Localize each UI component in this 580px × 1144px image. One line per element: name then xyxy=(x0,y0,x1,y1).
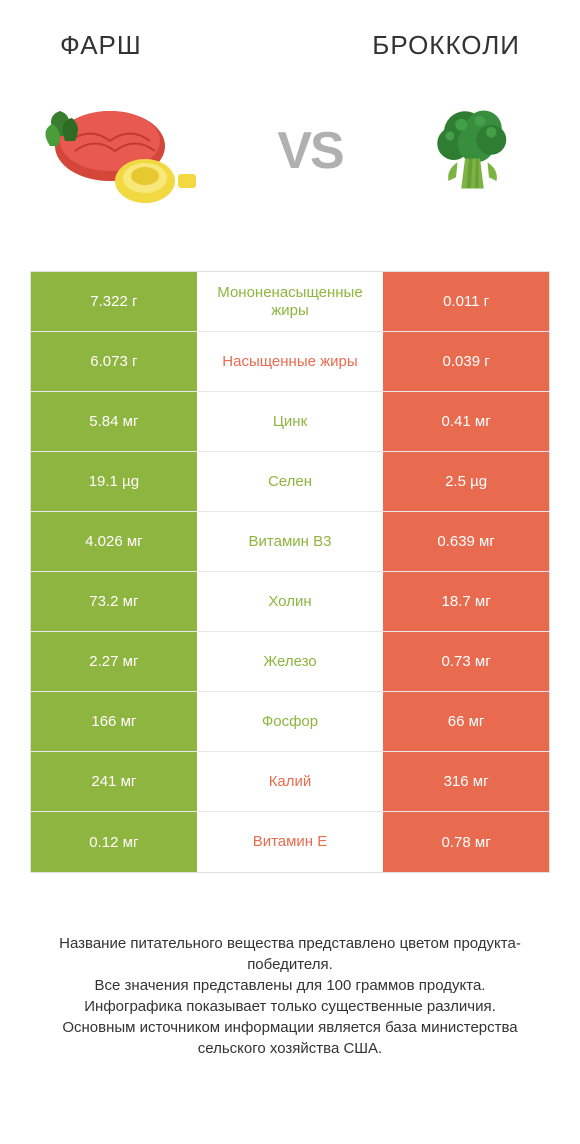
nutrient-label: Мононенасыщенные жиры xyxy=(197,272,383,331)
value-right: 0.039 г xyxy=(383,332,549,391)
ground-meat-icon xyxy=(40,86,200,216)
value-left: 19.1 µg xyxy=(31,452,197,511)
footer-line: Все значения представлены для 100 граммо… xyxy=(30,975,550,996)
nutrient-label: Витамин B3 xyxy=(197,512,383,571)
title-left: ФАРШ xyxy=(60,30,142,61)
value-right: 0.78 мг xyxy=(383,812,549,872)
nutrient-label: Железо xyxy=(197,632,383,691)
vs-label: VS xyxy=(277,121,342,181)
table-row: 166 мгФосфор66 мг xyxy=(31,692,549,752)
value-right: 316 мг xyxy=(383,752,549,811)
value-left: 241 мг xyxy=(31,752,197,811)
table-row: 2.27 мгЖелезо0.73 мг xyxy=(31,632,549,692)
nutrient-label: Витамин E xyxy=(197,812,383,872)
value-left: 166 мг xyxy=(31,692,197,751)
table-row: 6.073 гНасыщенные жиры0.039 г xyxy=(31,332,549,392)
value-right: 0.41 мг xyxy=(383,392,549,451)
value-left: 4.026 мг xyxy=(31,512,197,571)
image-row: VS xyxy=(0,71,580,251)
nutrient-label: Холин xyxy=(197,572,383,631)
nutrient-label: Калий xyxy=(197,752,383,811)
table-row: 0.12 мгВитамин E0.78 мг xyxy=(31,812,549,872)
nutrient-label: Селен xyxy=(197,452,383,511)
header-titles: ФАРШ БРОККОЛИ xyxy=(0,0,580,71)
table-row: 73.2 мгХолин18.7 мг xyxy=(31,572,549,632)
value-right: 0.011 г xyxy=(383,272,549,331)
value-left: 6.073 г xyxy=(31,332,197,391)
value-right: 0.73 мг xyxy=(383,632,549,691)
nutrient-label: Фосфор xyxy=(197,692,383,751)
footer-line: Основным источником информации является … xyxy=(30,1017,550,1059)
table-row: 19.1 µgСелен2.5 µg xyxy=(31,452,549,512)
table-row: 5.84 мгЦинк0.41 мг xyxy=(31,392,549,452)
footer-notes: Название питательного вещества представл… xyxy=(30,933,550,1059)
table-row: 7.322 гМононенасыщенные жиры0.011 г xyxy=(31,272,549,332)
value-left: 7.322 г xyxy=(31,272,197,331)
table-row: 4.026 мгВитамин B30.639 мг xyxy=(31,512,549,572)
value-left: 5.84 мг xyxy=(31,392,197,451)
value-right: 18.7 мг xyxy=(383,572,549,631)
footer-line: Название питательного вещества представл… xyxy=(30,933,550,975)
value-left: 2.27 мг xyxy=(31,632,197,691)
value-left: 73.2 мг xyxy=(31,572,197,631)
value-right: 2.5 µg xyxy=(383,452,549,511)
value-left: 0.12 мг xyxy=(31,812,197,872)
broccoli-icon xyxy=(420,86,540,216)
value-right: 0.639 мг xyxy=(383,512,549,571)
footer-line: Инфографика показывает только существенн… xyxy=(30,996,550,1017)
table-row: 241 мгКалий316 мг xyxy=(31,752,549,812)
title-right: БРОККОЛИ xyxy=(372,30,520,61)
value-right: 66 мг xyxy=(383,692,549,751)
nutrient-label: Насыщенные жиры xyxy=(197,332,383,391)
nutrition-table: 7.322 гМононенасыщенные жиры0.011 г6.073… xyxy=(30,271,550,873)
nutrient-label: Цинк xyxy=(197,392,383,451)
